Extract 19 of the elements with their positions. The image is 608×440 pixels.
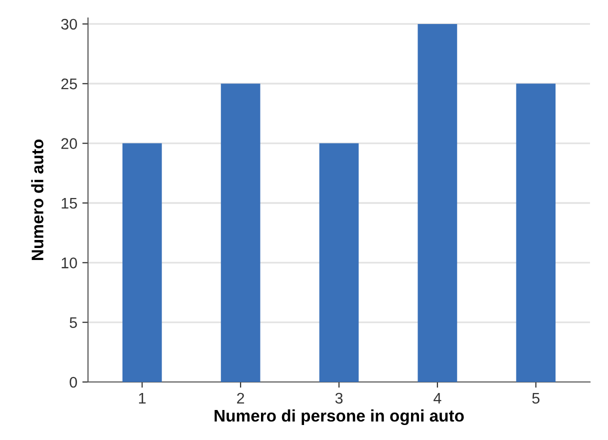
bar <box>220 84 260 382</box>
bar <box>418 24 458 382</box>
x-tick-label: 3 <box>335 392 343 404</box>
y-tick-label: 5 <box>70 317 77 328</box>
x-tick-label: 4 <box>434 392 442 404</box>
x-tick-label: 1 <box>139 392 146 404</box>
x-tick-label: 5 <box>532 392 540 404</box>
y-axis-title: Numero di auto <box>31 140 44 260</box>
y-tick-label: 30 <box>61 18 77 30</box>
bar <box>122 143 162 382</box>
y-tick-label: 20 <box>61 138 77 149</box>
y-tick-label: 25 <box>61 78 77 90</box>
y-tick-label: 10 <box>62 258 77 268</box>
bar <box>516 84 556 382</box>
y-tick-label: 0 <box>70 376 77 388</box>
bar <box>319 143 359 382</box>
x-tick-label: 2 <box>237 392 244 404</box>
y-tick-label: 15 <box>62 198 77 209</box>
x-axis-title: Numero di persone in ogni auto <box>214 409 464 426</box>
